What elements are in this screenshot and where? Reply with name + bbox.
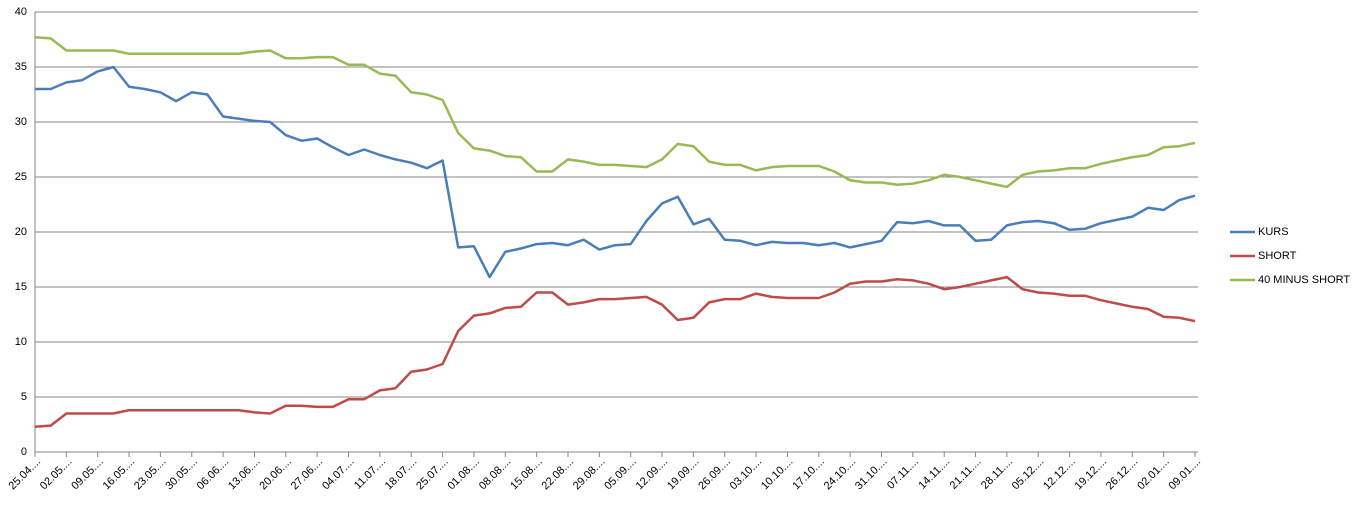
- x-tick-label: 09.01....: [1167, 456, 1204, 493]
- x-tick-label: 07.11....: [885, 456, 921, 492]
- x-tick-label: 30.05....: [163, 456, 200, 493]
- y-tick-label: 30: [15, 116, 27, 128]
- series-line: [34, 275, 1196, 428]
- x-tick-label: 17.10....: [790, 456, 827, 493]
- x-tick-label: 02.05....: [38, 456, 75, 493]
- series-line: [35, 65, 1196, 279]
- x-tick-label: 14.11....: [916, 456, 952, 492]
- x-tick-label: 20.06....: [257, 456, 294, 493]
- x-tick-label: 27.06....: [289, 456, 326, 493]
- x-tick-label: 19.09....: [665, 456, 702, 493]
- x-tick-label: 09.05....: [69, 456, 106, 493]
- x-tick-label: 22.08....: [540, 456, 577, 493]
- x-tick-label: 08.08....: [477, 456, 514, 493]
- x-tick-label: 12.09....: [634, 456, 671, 493]
- legend-label: KURS: [1258, 226, 1289, 238]
- x-tick-label: 26.09....: [696, 456, 733, 493]
- x-tick-label: 21.11....: [948, 456, 984, 492]
- x-tick-label: 25.04....: [7, 456, 44, 493]
- x-tick-label: 18.07....: [383, 456, 420, 493]
- x-tick-label: 26.12....: [1104, 456, 1141, 493]
- x-tick-label: 03.10....: [728, 456, 765, 493]
- x-tick-label: 19.12....: [1073, 456, 1110, 493]
- y-tick-label: 10: [15, 336, 27, 348]
- x-tick-label: 13.06....: [226, 456, 263, 493]
- x-tick-label: 01.08....: [445, 456, 482, 493]
- x-tick-label: 12.12....: [1041, 456, 1078, 493]
- y-tick-label: 25: [15, 171, 27, 183]
- y-tick-label: 20: [15, 226, 27, 238]
- x-tick-label: 10.10....: [759, 456, 796, 493]
- x-tick-label: 05.12....: [1010, 456, 1047, 493]
- x-tick-label: 11.07....: [352, 456, 388, 492]
- x-tick-label: 29.08....: [571, 456, 608, 493]
- x-tick-label: 28.11....: [979, 456, 1015, 492]
- legend-label: SHORT: [1258, 250, 1297, 262]
- series-line: [34, 36, 1196, 189]
- y-tick-label: 35: [15, 61, 27, 73]
- x-tick-label: 24.10....: [822, 456, 859, 493]
- x-tick-label: 05.09....: [602, 456, 639, 493]
- x-tick-label: 04.07....: [320, 456, 357, 493]
- y-tick-label: 0: [21, 446, 27, 458]
- x-tick-label: 31.10....: [853, 456, 890, 493]
- y-tick-label: 5: [21, 391, 27, 403]
- y-tick-label: 15: [15, 281, 27, 293]
- x-tick-label: 06.06....: [195, 456, 232, 493]
- x-tick-label: 25.07....: [414, 456, 451, 493]
- x-tick-label: 23.05....: [132, 456, 169, 493]
- x-tick-label: 16.05....: [101, 456, 138, 493]
- legend-label: 40 MINUS SHORT: [1258, 274, 1350, 286]
- y-tick-label: 40: [15, 6, 27, 18]
- x-tick-label: 15.08....: [508, 456, 545, 493]
- x-tick-label: 02.01....: [1135, 456, 1172, 493]
